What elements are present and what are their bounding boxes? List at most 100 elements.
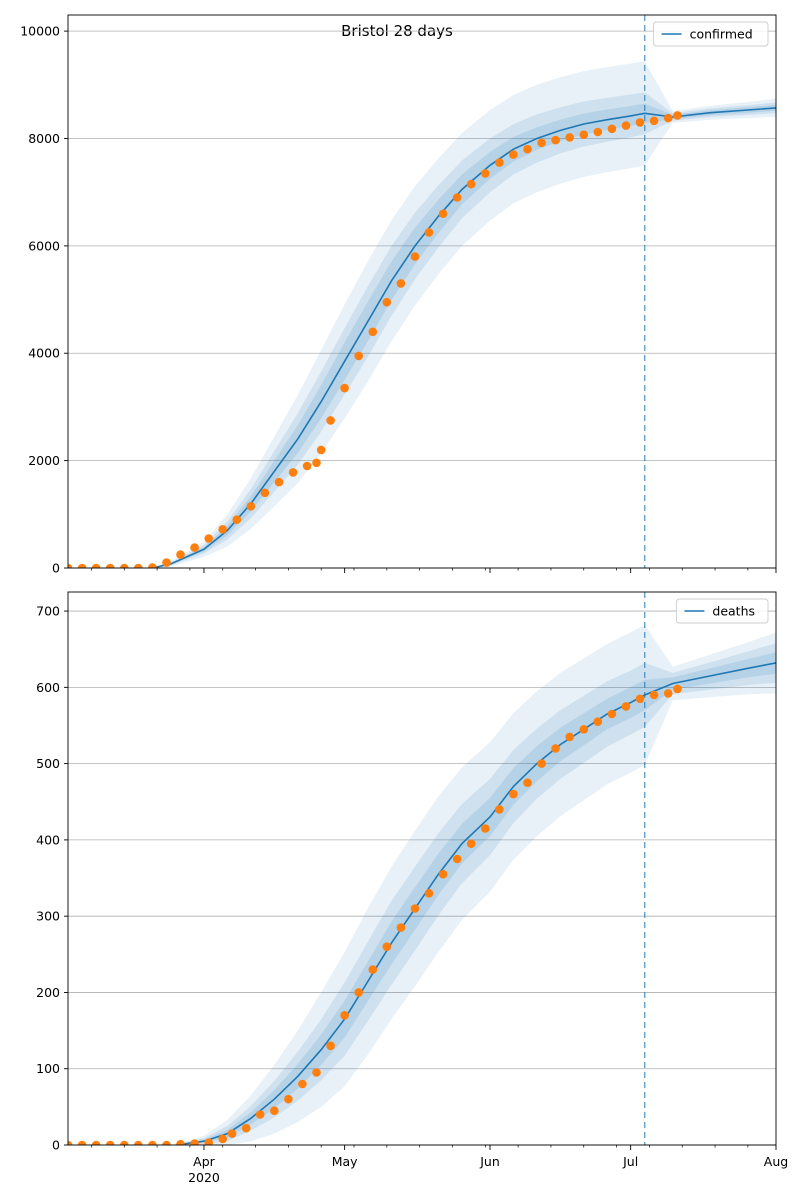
observed-point <box>424 228 434 237</box>
observed-point <box>312 458 321 468</box>
y-tick-label: 8000 <box>28 131 60 146</box>
observed-point <box>452 854 462 864</box>
observed-point <box>120 563 129 568</box>
y-tick-label: 4000 <box>28 346 60 361</box>
observed-point <box>316 445 326 455</box>
observed-point <box>288 468 298 477</box>
observed-point <box>162 558 171 567</box>
observed-point <box>466 839 476 848</box>
plot-content <box>68 624 776 1145</box>
observed-point <box>204 534 213 543</box>
observed-point <box>340 383 349 393</box>
y-tick-label: 300 <box>36 909 60 924</box>
observed-point <box>565 133 574 142</box>
confirmed-panel: 0 2000 4000 6000 8000 10000 confirmed <box>20 14 777 576</box>
y-tick-label: 700 <box>36 604 60 619</box>
y-tick-label: 100 <box>36 1061 60 1076</box>
x-tick-label: Apr <box>193 1154 215 1169</box>
observed-point <box>134 563 143 568</box>
legend-box <box>675 598 769 624</box>
observed-point <box>298 1079 307 1089</box>
uncertainty-band-inner <box>152 103 776 568</box>
x-tick-sublabel: 2020 <box>188 1170 220 1185</box>
uncertainty-band-outer <box>175 624 776 1145</box>
observed-point <box>218 1134 227 1144</box>
observed-point <box>673 684 682 694</box>
observed-point <box>190 1139 199 1145</box>
observed-point <box>302 461 312 471</box>
y-tick-label: 0 <box>52 1138 60 1153</box>
x-tick-label: May <box>332 1154 358 1169</box>
observed-point <box>368 965 378 974</box>
observed-point <box>270 1106 279 1115</box>
observed-point <box>162 1140 171 1145</box>
observed-point <box>105 563 115 568</box>
observed-point <box>227 1129 237 1138</box>
observed-point <box>274 477 284 487</box>
observed-point <box>354 351 364 361</box>
observed-point <box>410 904 420 913</box>
y-tick-label: 200 <box>36 985 60 1000</box>
observed-point <box>255 1110 265 1119</box>
observed-point <box>326 1041 335 1051</box>
axes-frame <box>67 591 777 1146</box>
y-tick-label: 6000 <box>28 238 60 253</box>
observed-point <box>176 550 185 559</box>
observed-point <box>607 124 617 134</box>
observed-point <box>635 694 645 704</box>
observed-point <box>340 1011 349 1020</box>
observed-point <box>438 209 448 218</box>
y-tick-label: 600 <box>36 680 60 695</box>
observed-point <box>148 563 157 568</box>
observed-point <box>410 252 420 261</box>
observed-point <box>509 789 518 799</box>
observed-point <box>551 135 560 145</box>
observed-point <box>424 889 434 898</box>
legend-label: deaths <box>712 604 755 619</box>
observed-point <box>466 179 476 189</box>
observed-point <box>218 525 227 534</box>
observed-point <box>77 1140 87 1145</box>
observed-point <box>396 923 406 932</box>
observed-point <box>509 150 518 159</box>
observed-point <box>523 778 532 787</box>
observed-point <box>663 113 673 123</box>
observed-point <box>232 515 242 524</box>
observed-point <box>176 1139 185 1145</box>
uncertainty-band-middle <box>175 643 776 1145</box>
y-tick-label: 0 <box>52 561 60 576</box>
y-tick-label: 2000 <box>28 453 60 468</box>
legend-box <box>653 21 769 47</box>
x-tick-label: Aug <box>764 1154 788 1169</box>
observed-point <box>495 158 504 167</box>
observed-point <box>368 327 378 337</box>
observed-point <box>663 689 673 698</box>
legend-label: confirmed <box>690 27 753 42</box>
observed-point <box>105 1140 115 1145</box>
observed-point <box>621 702 631 711</box>
observed-point <box>204 1138 213 1145</box>
observed-point <box>481 169 490 178</box>
observed-point <box>579 130 589 139</box>
observed-point <box>284 1094 293 1104</box>
observed-point <box>593 717 603 726</box>
observed-point <box>120 1140 129 1145</box>
observed-point <box>312 1068 321 1077</box>
observed-point <box>190 543 199 552</box>
observed-point <box>452 193 462 202</box>
observed-point <box>537 759 546 768</box>
y-tick-label: 400 <box>36 832 60 847</box>
axes-frame <box>67 14 777 569</box>
observed-point <box>495 805 504 814</box>
x-tick-label: Jun <box>479 1154 500 1169</box>
observed-point <box>649 690 659 700</box>
observed-point <box>607 709 617 719</box>
observed-point <box>241 1123 251 1133</box>
observed-point <box>91 563 101 568</box>
uncertainty-band-middle <box>152 92 776 568</box>
observed-point <box>537 138 546 148</box>
uncertainty-band-outer <box>152 61 776 568</box>
observed-point <box>593 127 603 137</box>
observed-point <box>77 563 87 568</box>
